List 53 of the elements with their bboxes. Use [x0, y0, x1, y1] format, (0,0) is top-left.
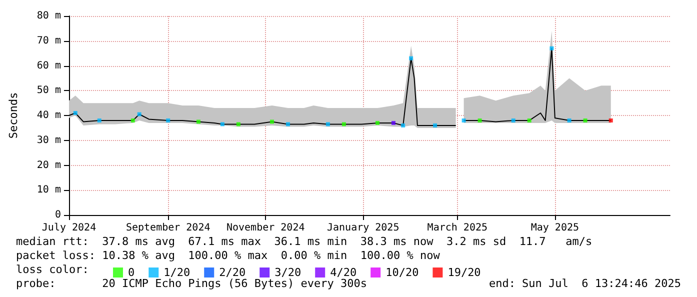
y-tick-label: 20 m: [36, 160, 61, 171]
text: median rtt: 37.8 ms avg 67.1 ms max 36.1 ms min 38.3 ms now 3.2 ms sd 11.7 am/s: [16, 235, 592, 248]
y-tick-label: 60 m: [36, 60, 61, 72]
point: [220, 122, 224, 126]
point: [409, 56, 414, 60]
point: [401, 123, 406, 128]
y-tick-label: 0: [54, 210, 61, 220]
text: end: Sun Jul 6 13:24:46 2025: [488, 277, 682, 290]
point: [608, 118, 613, 122]
legend-label: 1/20: [164, 266, 190, 279]
point: [97, 118, 102, 122]
point: [270, 120, 274, 124]
point: [137, 112, 142, 116]
y-axis-title: Seconds: [7, 92, 20, 139]
legend-label: 4/20: [330, 266, 357, 279]
point: [130, 118, 135, 122]
point: [478, 118, 482, 122]
legend-label: 0: [128, 266, 135, 279]
point: [550, 46, 554, 50]
point: [527, 118, 532, 122]
y-tick-label: 10 m: [36, 184, 61, 196]
point: [236, 122, 240, 126]
legend-label: 19/20: [448, 266, 481, 279]
x-tick-label: September 2024: [126, 222, 210, 234]
point: [462, 118, 466, 122]
legend-title: loss color:: [16, 263, 89, 276]
text: probe: 20 ICMP Echo Pings (56 Bytes) every 300s: [16, 277, 367, 290]
point: [342, 122, 346, 126]
point: [73, 111, 78, 116]
x-tick-label: July 2024: [42, 222, 96, 234]
legend-label: 3/20: [274, 266, 302, 279]
x-tick-label: March 2025: [427, 222, 488, 234]
text: packet loss: 10.38 % avg 100.00 % max 0.00 % min 100.00 % now: [16, 249, 440, 262]
point: [391, 120, 396, 125]
point: [166, 118, 170, 122]
point: [326, 122, 330, 126]
point: [196, 120, 200, 124]
y-tick-label: 50 m: [36, 85, 61, 96]
point: [286, 122, 290, 126]
x-tick-label: November 2024: [226, 222, 305, 234]
x-tick-label: January 2025: [326, 222, 400, 234]
y-tick-label: 40 m: [36, 110, 61, 121]
point: [433, 123, 438, 128]
legend-label: 10/20: [386, 266, 419, 279]
point: [583, 118, 588, 122]
y-tick-label: 30 m: [36, 134, 61, 146]
y-tick-label: 80 m: [36, 10, 61, 22]
y-tick-label: 70 m: [36, 35, 61, 46]
point: [375, 120, 380, 125]
legend-label: 2/20: [219, 266, 246, 279]
x-tick-label: May 2025: [530, 222, 579, 234]
point: [567, 118, 572, 122]
point: [511, 118, 516, 122]
